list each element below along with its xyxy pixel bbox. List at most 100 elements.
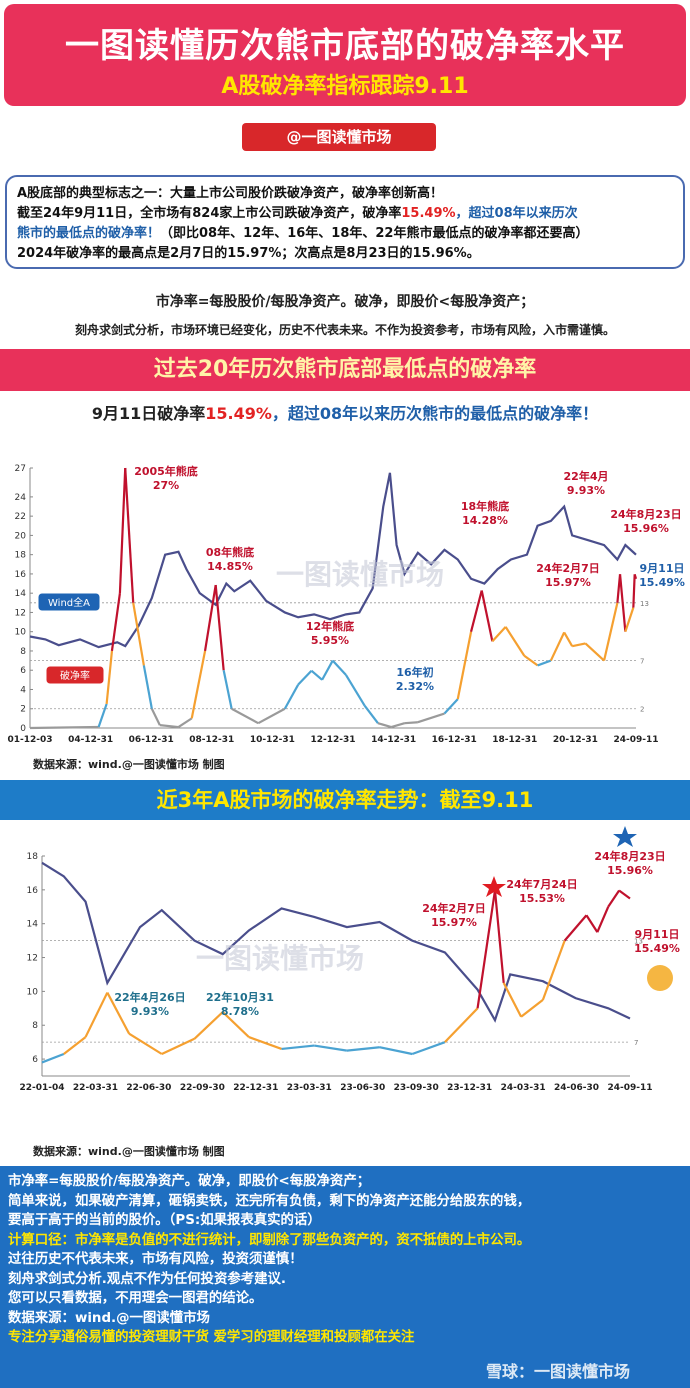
- series-segment-pbratio: [124, 467, 135, 603]
- annotation-label: 08年熊底: [206, 545, 254, 559]
- chart1-heading-text: 9月11日破净率: [91, 404, 206, 423]
- series-segment-pbratio: [105, 650, 114, 705]
- annotation-value: 8.78%: [221, 1005, 259, 1018]
- annotation-label: 12年熊底: [306, 619, 354, 633]
- legend-wind-box: [37, 592, 101, 612]
- x-tick-label: 23-03-31: [287, 1083, 332, 1093]
- definition-text: 市净率=每股股价/每股净资产。破净，即股价<每股净资产；: [155, 294, 535, 310]
- series-segment-pbratio: [584, 642, 605, 662]
- x-tick-label: 12-12-31: [310, 735, 355, 745]
- series-segment-pbratio: [480, 590, 494, 642]
- series-segment-pbratio: [110, 593, 122, 652]
- page-title: 一图读懂历次熊市底部的破净率水平: [65, 26, 625, 66]
- legend-pb-box: [45, 665, 105, 685]
- series-segment-pbratio: [443, 698, 459, 715]
- series-segment-pbratio: [470, 590, 483, 632]
- x-tick-label: 22-03-31: [73, 1083, 118, 1093]
- legend-pb-label: 破净率: [60, 669, 90, 682]
- y-tick-label: 6: [20, 666, 26, 676]
- section-banner-1: 过去20年历次熊市底部最低点的破净率: [0, 349, 690, 391]
- series-segment-pbratio: [377, 722, 392, 729]
- footer-line: 市净率=每股股价/每股净资产。破净，即股价<每股净资产；: [8, 1174, 371, 1189]
- chart1-source: 数据来源：wind.@一图读懂市场 制图: [33, 758, 225, 771]
- annotation-value: 2.32%: [396, 680, 434, 693]
- x-tick-label: 22-12-31: [233, 1083, 278, 1093]
- series-segment-pbratio: [491, 626, 507, 643]
- header-banner: 一图读懂历次熊市底部的破净率水平 A股破净率指标跟踪9.11: [4, 4, 686, 106]
- disclaimer-text: 刻舟求剑式分析，市场环境已经变化，历史不代表未来。不作为投资参考，市场有风险，入…: [74, 323, 615, 337]
- series-segment-pbratio: [63, 1036, 87, 1055]
- y-tick-label: 8: [20, 647, 26, 657]
- series-segment-pbratio: [624, 607, 635, 633]
- author-tag: @一图读懂市场: [242, 123, 436, 151]
- x-tick-label: 01-12-03: [7, 735, 52, 745]
- intro-text: 截至24年9月11日，全市场有824家上市公司跌破净资产，破净率: [17, 206, 402, 221]
- series-segment-pbratio: [379, 1046, 413, 1056]
- y-tick-label: 16: [15, 570, 27, 580]
- reference-line-label: 7: [640, 658, 644, 666]
- reference-line-label: 13: [634, 938, 643, 946]
- chart1-heading-text-2: ，超过08年以来历次熊市的最低点的破净率！: [271, 404, 599, 423]
- series-segment-pbratio: [222, 669, 233, 709]
- star-icon: [482, 876, 506, 897]
- chart-3y: 6 8 10 12 14 16 18 13 7 22-01-04 22-03-31 22-06-30 2…: [19, 826, 680, 1093]
- footer-line: 专注分享通俗易懂的投资理财干货 爱学习的理财经理和投顾都在关注: [8, 1330, 415, 1345]
- y-tick-label: 4: [20, 685, 26, 695]
- annotation-value: 9.93%: [567, 484, 605, 497]
- x-tick-label: 24-09-11: [607, 1083, 652, 1093]
- reference-line-label: 13: [640, 600, 649, 608]
- series-segment-pbratio: [607, 889, 621, 908]
- annotation-value: 15.49%: [634, 942, 680, 955]
- x-tick-label: 22-01-04: [19, 1083, 64, 1093]
- series-segment-pbratio: [177, 717, 193, 728]
- annotation-value: 15.97%: [431, 916, 477, 929]
- series-segment-pbratio: [203, 584, 217, 652]
- intro-highlight-text: ，超过08年以来历次: [455, 206, 578, 221]
- series-segment-pbratio: [106, 992, 131, 1035]
- footer-line: 计算口径：市净率是负值的不进行统计，即剔除了那些负资产的，资不抵债的上市公司。: [8, 1232, 531, 1248]
- footer-line: 您可以只看数据，不用理会一图君的结论。: [8, 1291, 263, 1306]
- annotation-value: 14.28%: [462, 514, 508, 527]
- x-tick-label: 24-06-30: [554, 1083, 599, 1093]
- series-segment-pbratio: [248, 1036, 282, 1050]
- series-segment-pbratio: [476, 890, 497, 1009]
- series-segment-pbratio: [84, 992, 109, 1038]
- annotation-label: 22年10月31: [206, 990, 274, 1004]
- reference-line-label: 7: [634, 1039, 638, 1047]
- annotation-value: 9.93%: [131, 1005, 169, 1018]
- page-subtitle: A股破净率指标跟踪9.11: [221, 74, 469, 99]
- series-segment-pbratio: [411, 1041, 446, 1056]
- annotation-label: 24年2月7日: [536, 561, 600, 575]
- series-segment-pbratio: [221, 1011, 250, 1038]
- series-segment-pbratio: [345, 674, 366, 707]
- y-tick-label: 27: [15, 464, 26, 474]
- series-segment-pbratio: [150, 708, 161, 726]
- series-segment-pbratio: [493, 890, 505, 984]
- x-tick-label: 04-12-31: [68, 735, 113, 745]
- series-segment-pbratio: [571, 642, 586, 648]
- series-segment-pbratio: [618, 889, 631, 900]
- footer-line: 过往历史不代表未来，市场有风险，投资须谨慎！: [8, 1252, 303, 1267]
- series-segment-pbratio: [132, 602, 145, 666]
- annotation-label: 18年熊底: [461, 499, 509, 513]
- series-segment-pbratio: [29, 725, 99, 730]
- intro-line-3: 熊市的最低点的破净率！（即比08年、12年、16年、18年、22年熊市最低点的破…: [17, 224, 673, 244]
- section-banner-2: 近3年A股市场的破净率走势：截至9.11: [0, 780, 690, 820]
- annotation-value: 5.95%: [311, 634, 349, 647]
- series-segment-pbratio: [257, 707, 286, 725]
- y-tick-label: 20: [15, 531, 27, 541]
- series-segment-pbratio: [541, 940, 566, 1001]
- x-tick-label: 22-09-30: [180, 1083, 225, 1093]
- series-segment-pbratio: [128, 1032, 163, 1055]
- y-tick-label: 12: [15, 608, 26, 618]
- series-segment-pbratio: [417, 712, 445, 724]
- series-segment-pbratio: [281, 1044, 315, 1051]
- pointing-hand-icon: [647, 965, 673, 991]
- series-segment-pbratio: [314, 1044, 348, 1052]
- y-tick-label: 18: [15, 551, 27, 561]
- series-segment-pbratio: [118, 467, 127, 594]
- series-segment-pbratio: [502, 982, 523, 1018]
- x-tick-label: 24-03-31: [501, 1083, 546, 1093]
- series-segment-pbratio: [142, 665, 153, 709]
- annotation-value: 15.96%: [623, 522, 669, 535]
